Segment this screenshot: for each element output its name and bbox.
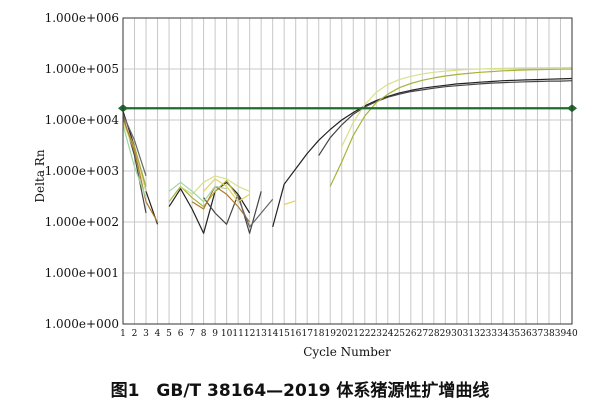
x-tick-label: 10 — [221, 329, 233, 339]
x-tick-label: 21 — [348, 329, 359, 339]
x-tick-label: 16 — [290, 329, 302, 339]
x-tick-label: 37 — [532, 329, 544, 339]
plot-frame — [122, 17, 573, 325]
x-tick-label: 35 — [509, 329, 521, 339]
x-tick-label: 27 — [417, 329, 429, 339]
series-line-8 — [284, 200, 296, 206]
x-tick-label: 15 — [278, 329, 290, 339]
x-tick-label: 9 — [212, 329, 218, 339]
x-tick-label: 20 — [336, 329, 348, 339]
y-tick-label: 1.000e+000 — [45, 317, 119, 331]
series-line-1 — [272, 77, 573, 228]
grid — [122, 17, 573, 325]
x-tick-label: 24 — [382, 329, 394, 339]
x-tick-label: 11 — [232, 329, 243, 339]
series-line-4 — [180, 175, 250, 195]
y-tick-label: 1.000e+001 — [45, 266, 119, 280]
x-tick-label: 36 — [520, 329, 532, 339]
figure-caption: 图1 GB/T 38164—2019 体系猪源性扩增曲线 — [111, 380, 490, 401]
x-tick-label: 13 — [255, 329, 267, 339]
x-tick-label: 18 — [313, 329, 325, 339]
x-tick-label: 6 — [178, 329, 184, 339]
x-tick-label: 19 — [325, 329, 337, 339]
y-tick-label: 1.000e+003 — [45, 164, 119, 178]
x-tick-label: 8 — [201, 329, 207, 339]
x-tick-label: 22 — [359, 329, 370, 339]
x-tick-label: 29 — [440, 329, 452, 339]
y-tick-label: 1.000e+005 — [45, 62, 119, 76]
series-line-8 — [203, 178, 250, 203]
y-tick-label: 1.000e+002 — [45, 215, 119, 229]
x-tick-label: 1 — [120, 329, 126, 339]
series-line-7 — [122, 113, 147, 177]
series-line-4 — [341, 66, 573, 147]
x-tick-label: 32 — [474, 329, 485, 339]
series-line-5 — [191, 185, 251, 223]
series-line-2 — [203, 191, 262, 234]
x-tick-label: 28 — [428, 329, 440, 339]
y-tick-label: 1.000e+006 — [45, 11, 119, 25]
series-line-6 — [168, 181, 227, 203]
y-axis-title: Delta Rn — [33, 149, 47, 202]
x-tick-label: 3 — [143, 329, 149, 339]
x-tick-label: 5 — [166, 329, 172, 339]
x-tick-label: 14 — [267, 329, 279, 339]
x-tick-label: 30 — [451, 329, 463, 339]
x-tick-label: 4 — [155, 329, 161, 339]
x-tick-label: 34 — [497, 329, 509, 339]
series-line-7 — [237, 197, 274, 228]
x-tick-label: 12 — [244, 329, 255, 339]
x-axis-title: Cycle Number — [303, 345, 391, 359]
x-tick-labels: 1 2 3 4 5 6 7 8 9 10 11 12 13 14 15 16 17 18 19 20 21 22 23 24 2… — [120, 329, 578, 339]
x-tick-label: 23 — [371, 329, 383, 339]
series-line-1 — [168, 181, 251, 234]
x-tick-label: 33 — [486, 329, 498, 339]
series-line-6 — [122, 124, 147, 198]
x-tick-label: 17 — [301, 329, 313, 339]
x-tick-label: 39 — [555, 329, 567, 339]
x-tick-label: 26 — [405, 329, 417, 339]
series-line-5 — [122, 117, 159, 223]
y-tick-label: 1.000e+004 — [45, 113, 120, 127]
x-tick-label: 40 — [566, 329, 578, 339]
x-tick-label: 7 — [189, 329, 195, 339]
x-tick-label: 25 — [394, 329, 406, 339]
x-tick-label: 31 — [463, 329, 474, 339]
x-tick-label: 38 — [543, 329, 555, 339]
x-tick-label: 2 — [132, 329, 138, 339]
y-tick-labels: 1.000e+000 1.000e+001 1.000e+002 1.000e+003… — [45, 11, 120, 331]
